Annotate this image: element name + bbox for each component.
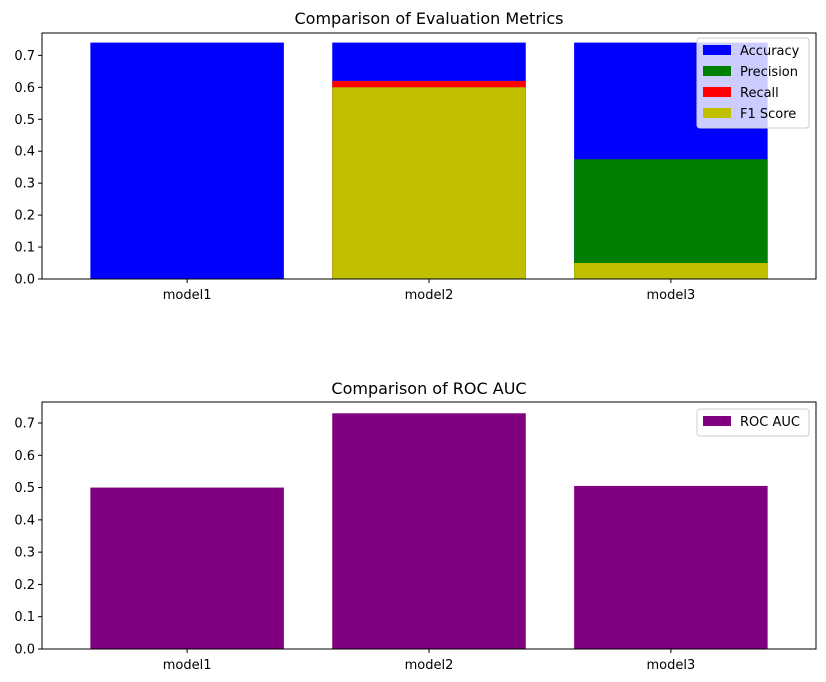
y-tick-label: 0.3 xyxy=(14,177,35,192)
x-tick-label: model2 xyxy=(405,658,454,673)
y-tick-label: 0.5 xyxy=(14,481,35,496)
x-tick-label: model3 xyxy=(647,658,696,673)
legend-swatch xyxy=(703,108,731,118)
x-tick-label: model1 xyxy=(163,288,212,303)
legend-swatch xyxy=(703,87,731,97)
y-tick-label: 0.6 xyxy=(14,449,35,464)
y-tick-label: 0.4 xyxy=(14,513,35,528)
y-tick-label: 0.7 xyxy=(14,49,35,64)
x-tick-label: model2 xyxy=(405,288,454,303)
metrics-chart-title: Comparison of Evaluation Metrics xyxy=(295,9,564,28)
legend-swatch xyxy=(703,66,731,76)
y-tick-label: 0.6 xyxy=(14,81,35,96)
metrics-chart-legend: Accuracy Precision Recall F1 Score xyxy=(696,37,810,129)
y-tick-label: 0.0 xyxy=(14,643,35,658)
roc-auc-chart-title: Comparison of ROC AUC xyxy=(331,379,526,398)
bar-f1-score-model2 xyxy=(332,87,526,279)
metrics-chart-y-axis: 0.0 0.1 0.2 0.3 0.4 0.5 0.6 0.7 xyxy=(14,49,42,288)
legend-label: Precision xyxy=(740,65,798,80)
roc-auc-chart: Comparison of ROC AUC 0.0 0.1 0.2 0.3 0.4 0.5… xyxy=(14,379,817,673)
y-tick-label: 0.5 xyxy=(14,113,35,128)
legend-swatch xyxy=(703,45,731,55)
x-tick-label: model1 xyxy=(163,658,212,673)
legend-box xyxy=(696,408,810,437)
bar-accuracy-model1 xyxy=(90,42,284,280)
y-tick-label: 0.2 xyxy=(14,209,35,224)
roc-auc-chart-bars xyxy=(90,413,768,649)
y-tick-label: 0.7 xyxy=(14,416,35,431)
x-tick-label: model3 xyxy=(647,288,696,303)
metrics-chart-bars xyxy=(90,42,768,280)
bar-f1-score-model3 xyxy=(574,263,768,279)
y-tick-label: 0.1 xyxy=(14,610,35,625)
legend-label: F1 Score xyxy=(740,107,796,122)
y-tick-label: 0.2 xyxy=(14,578,35,593)
bar-roc-auc-model3 xyxy=(574,485,768,649)
legend-label: Accuracy xyxy=(740,44,800,59)
legend-swatch xyxy=(703,416,731,426)
metrics-chart-x-axis: model1 model2 model3 xyxy=(163,279,696,303)
legend-label: Recall xyxy=(740,86,779,101)
bar-roc-auc-model2 xyxy=(332,413,526,649)
y-tick-label: 0.4 xyxy=(14,145,35,160)
roc-auc-chart-legend: ROC AUC xyxy=(696,408,810,437)
roc-auc-chart-frame xyxy=(41,401,817,650)
metrics-chart-frame xyxy=(41,32,817,280)
y-tick-label: 0.1 xyxy=(14,241,35,256)
metrics-chart: Comparison of Evaluation Metrics 0.00.10… xyxy=(14,9,817,303)
bar-roc-auc-model1 xyxy=(90,487,284,649)
y-tick-label: 0.3 xyxy=(14,546,35,561)
y-tick-label: 0.0 xyxy=(14,273,35,288)
legend-label: ROC AUC xyxy=(740,415,800,430)
legend-box xyxy=(696,37,810,129)
roc-auc-chart-y-axis: 0.0 0.1 0.2 0.3 0.4 0.5 0.6 0.7 xyxy=(14,416,42,658)
roc-auc-chart-x-axis: model1 model2 model3 xyxy=(163,649,696,673)
bar-precision-model3 xyxy=(574,159,768,279)
